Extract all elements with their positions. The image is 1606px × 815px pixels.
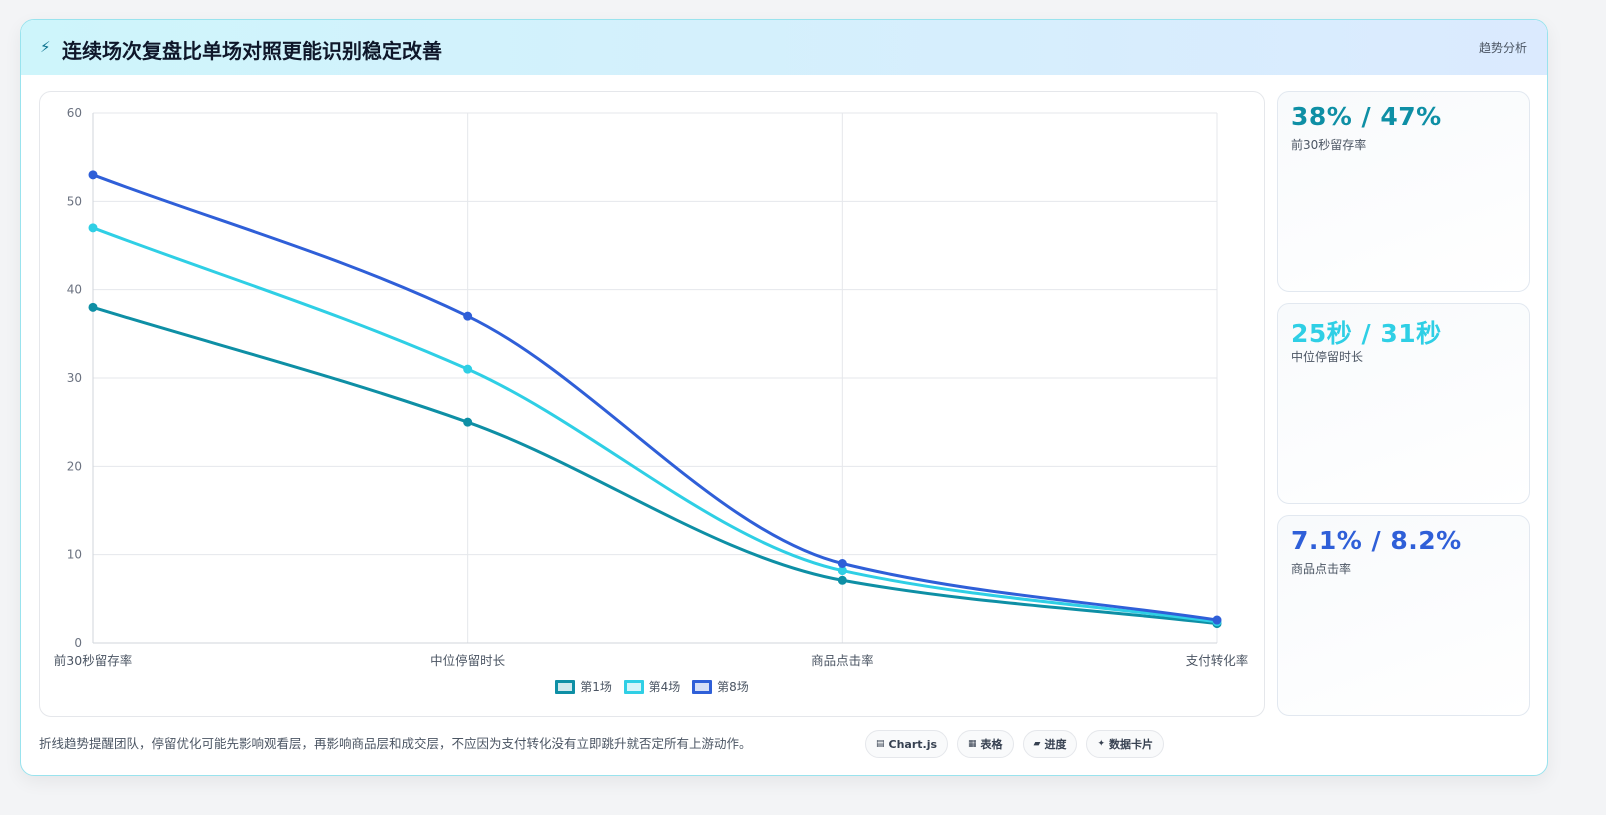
y-tick-label: 50 xyxy=(67,194,82,208)
y-tick-label: 40 xyxy=(67,283,82,297)
stat-card-value: 38% / 47% xyxy=(1291,102,1442,131)
legend-item-series-1[interactable]: 第1场 xyxy=(555,678,612,695)
data-point-series-3 xyxy=(1212,615,1222,625)
footer-note: 折线趋势提醒团队，停留优化可能先影响观看层，再影响商品层和成交层，不应因为支付转… xyxy=(39,736,752,751)
chart-legend: 第1场 第4场 第8场 xyxy=(40,678,1264,697)
legend-label: 第8场 xyxy=(717,680,749,694)
stat-card-value: 25秒 / 31秒 xyxy=(1291,319,1442,348)
table-icon: ▦ xyxy=(968,739,977,749)
header-tag: 趋势分析 xyxy=(1478,41,1527,55)
legend-label: 第1场 xyxy=(580,680,612,694)
legend-swatch xyxy=(623,679,644,694)
trend-panel: ⚡ 连续场次复盘比单场对照更能识别稳定改善 趋势分析 0 10 20 30 40 50 60… xyxy=(20,19,1548,776)
data-point-series-3 xyxy=(88,170,98,180)
stat-card-click-rate: 7.1% / 8.2% 商品点击率 xyxy=(1277,515,1530,716)
y-tick-label: 20 xyxy=(67,459,82,473)
chip-data-card[interactable]: ✦ 数据卡片 xyxy=(1086,730,1165,758)
series-line-3 xyxy=(92,173,1218,622)
stat-card-retention: 38% / 47% 前30秒留存率 xyxy=(1277,91,1530,292)
legend-item-series-3[interactable]: 第8场 xyxy=(692,678,749,695)
y-tick-label: 0 xyxy=(74,636,82,650)
chip-table[interactable]: ▦ 表格 xyxy=(957,730,1014,758)
series-line-2 xyxy=(92,226,1218,624)
feature-chips: ▤ Chart.js ▦ 表格 ▰ 进度 ✦ 数据卡片 xyxy=(865,730,1173,758)
lightning-icon: ⚡ xyxy=(40,38,51,56)
chip-chartjs[interactable]: ▤ Chart.js xyxy=(865,730,949,758)
x-tick-label: 商品点击率 xyxy=(811,653,874,668)
chip-label: 进度 xyxy=(1044,738,1067,751)
stat-card-label: 商品点击率 xyxy=(1291,562,1352,576)
x-tick-label: 前30秒留存率 xyxy=(54,653,132,668)
y-tick-label: 60 xyxy=(67,106,82,120)
stat-card-label: 前30秒留存率 xyxy=(1291,138,1367,152)
data-point-series-2 xyxy=(463,364,473,374)
data-point-series-1 xyxy=(463,417,473,427)
series-line-1 xyxy=(92,305,1218,626)
legend-swatch xyxy=(555,679,576,694)
data-point-series-3 xyxy=(837,559,847,568)
line-chart: 0 10 20 30 40 50 60 前30秒留存率 中位停留时长 商品点击率 支付转化率 xyxy=(54,106,1249,668)
data-point-series-3 xyxy=(463,311,473,321)
legend-swatch xyxy=(692,679,713,694)
chart-icon: ▤ xyxy=(876,739,885,749)
progress-icon: ▰ xyxy=(1033,739,1041,749)
data-point-series-2 xyxy=(88,223,98,233)
data-point-series-1 xyxy=(88,302,98,312)
legend-label: 第4场 xyxy=(648,680,681,694)
chart-container: 0 10 20 30 40 50 60 前30秒留存率 中位停留时长 商品点击率 支付转化率 第1场… xyxy=(39,91,1265,717)
x-tick-label: 中位停留时长 xyxy=(430,653,506,668)
stat-card-value: 7.1% / 8.2% xyxy=(1291,526,1462,555)
stat-card-label: 中位停留时长 xyxy=(1291,350,1364,364)
stat-card-dwell-time: 25秒 / 31秒 中位停留时长 xyxy=(1277,303,1530,504)
panel-header: ⚡ 连续场次复盘比单场对照更能识别稳定改善 趋势分析 xyxy=(21,20,1547,75)
chip-label: Chart.js xyxy=(888,737,938,751)
stat-cards: 38% / 47% 前30秒留存率 25秒 / 31秒 中位停留时长 7.1% … xyxy=(1277,91,1530,717)
legend-item-series-2[interactable]: 第4场 xyxy=(623,678,681,695)
card-icon: ✦ xyxy=(1097,739,1106,749)
chip-label: 表格 xyxy=(980,738,1003,751)
chip-label: 数据卡片 xyxy=(1109,738,1154,751)
y-tick-label: 30 xyxy=(67,371,82,385)
page-title: 连续场次复盘比单场对照更能识别稳定改善 xyxy=(62,39,442,63)
y-tick-label: 10 xyxy=(67,548,82,562)
chip-progress[interactable]: ▰ 进度 xyxy=(1022,730,1078,758)
data-point-series-1 xyxy=(837,575,847,585)
x-tick-label: 支付转化率 xyxy=(1186,653,1249,668)
